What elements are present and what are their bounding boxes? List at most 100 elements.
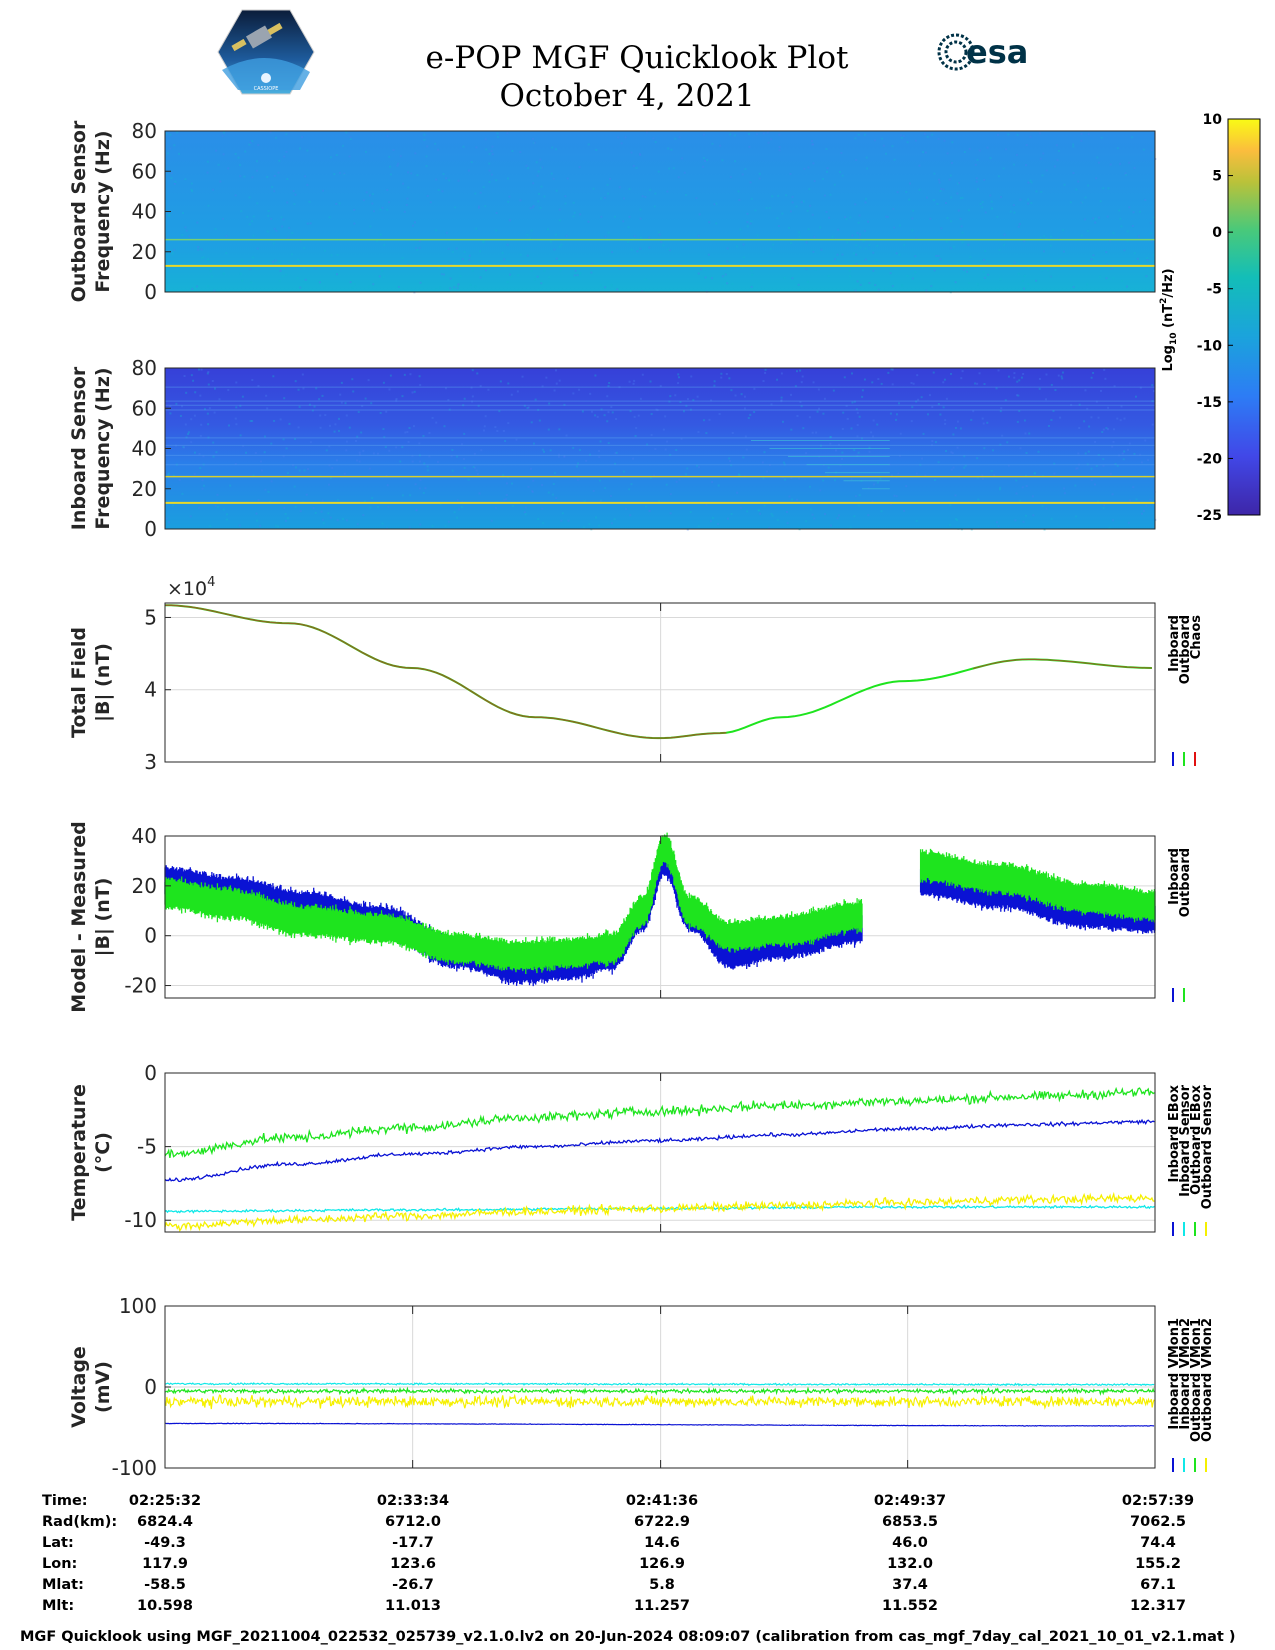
model-measured: 40 20 0 -20 Model - Measured |B| (nT) InboardO… xyxy=(68,821,1193,1012)
orbit-cell: 02:49:37 xyxy=(874,1493,946,1509)
legend-entry: Outboard EBox xyxy=(1189,1084,1204,1194)
total-field: 5 4 3 Total Field |B| (nT) ×104 InboardOutboar… xyxy=(68,575,1204,774)
spectrogram-image xyxy=(165,368,1155,529)
colorbar-gradient xyxy=(1227,118,1261,516)
ytick-label: 80 xyxy=(132,356,157,380)
ytick-label: 0 xyxy=(144,1375,157,1399)
cassiope-logo: CASSIOPE xyxy=(217,9,315,95)
colorbar-tick-label: 10 xyxy=(1203,112,1223,128)
legend-entry: Chaos xyxy=(1189,615,1204,659)
outboard-spectrogram: 80 60 40 20 0 Outboard Sensor Frequency (Hz) xyxy=(68,119,1157,304)
orbit-row-label: Rad(km): xyxy=(42,1514,117,1530)
orbit-cell: 6824.4 xyxy=(137,1514,193,1530)
svg-text:esa: esa xyxy=(966,33,1028,71)
legend-entry: Outboard VMon1 xyxy=(1189,1318,1204,1442)
colorbar-tick-label: -25 xyxy=(1197,508,1222,524)
colorbar-tick-label: -5 xyxy=(1206,282,1222,298)
spectrogram-texture xyxy=(165,131,1157,294)
colorbar-tick-label: -10 xyxy=(1197,338,1223,354)
orbit-cell: 12.317 xyxy=(1130,1598,1186,1614)
orbit-cell: 74.4 xyxy=(1140,1535,1176,1551)
orbit-cell: 5.8 xyxy=(649,1577,675,1593)
series-line xyxy=(164,1382,1155,1387)
axes-box xyxy=(164,602,1156,763)
orbit-cell: 11.552 xyxy=(882,1598,938,1614)
orbit-row-label: Lat: xyxy=(42,1535,74,1551)
orbit-cell: 14.6 xyxy=(644,1535,680,1551)
orbit-cell: 46.0 xyxy=(892,1535,928,1551)
plot-date: October 4, 2021 xyxy=(499,78,754,114)
orbit-cell: 6712.0 xyxy=(385,1514,441,1530)
orbit-cell: 117.9 xyxy=(142,1556,188,1572)
ytick-label: 40 xyxy=(132,824,157,848)
ylabel: Total Field |B| (nT) xyxy=(68,627,114,738)
legend-entry: Inboard Sensor xyxy=(1178,1084,1193,1196)
voltage: 100 0 -100 Voltage (mV) Inboard VMon1Inboard … xyxy=(68,1294,1215,1480)
ylabel: Outboard Sensor Frequency (Hz) xyxy=(68,120,114,302)
ytick-label: 80 xyxy=(132,119,157,143)
colorbar-tick-label: -20 xyxy=(1197,451,1223,467)
orbit-cell: 10.598 xyxy=(137,1598,193,1614)
ytick-label: 0 xyxy=(144,517,157,541)
axes-box xyxy=(164,835,1156,999)
ytick-label: -100 xyxy=(112,1456,157,1480)
legend-entry: Inboard xyxy=(1167,848,1182,905)
ytick-label: 0 xyxy=(144,280,157,304)
orbit-cell: 02:33:34 xyxy=(377,1493,449,1509)
series-line xyxy=(165,1422,1155,1427)
orbit-row-label: Time: xyxy=(42,1493,88,1509)
ylabel: Inboard Sensor Frequency (Hz) xyxy=(68,366,114,530)
ylabel: Temperature (°C) xyxy=(68,1084,114,1221)
orbit-cell: 123.6 xyxy=(390,1556,436,1572)
ytick-label: 5 xyxy=(144,605,157,629)
colorbar-tick-label: 5 xyxy=(1212,169,1222,185)
ytick-label: -5 xyxy=(137,1135,157,1159)
colorbar-tick-label: 0 xyxy=(1212,225,1222,241)
ytick-label: -10 xyxy=(124,1208,157,1232)
svg-text:CASSIOPE: CASSIOPE xyxy=(254,86,279,92)
ytick-label: 100 xyxy=(119,1294,157,1318)
ytick-label: 20 xyxy=(132,240,157,264)
orbit-row-label: Mlt: xyxy=(42,1598,74,1614)
colorbar: 10 5 0 -5 -10 -15 -20 -25 Log10 (nT2/Hz) xyxy=(1159,112,1261,524)
spectrogram-image xyxy=(165,131,1155,292)
axis-multiplier: ×104 xyxy=(167,575,215,600)
temperature: 0 -5 -10 Temperature (°C) Inboard EBoxInboard… xyxy=(68,1061,1215,1236)
ytick-label: 60 xyxy=(132,159,157,183)
legend-entry: Outboard xyxy=(1178,615,1193,684)
orbit-cell: 155.2 xyxy=(1135,1556,1181,1572)
esa-logo: esa xyxy=(937,33,1028,71)
series-line xyxy=(164,1393,1155,1410)
series-line xyxy=(165,1386,1155,1396)
orbit-cell: 6853.5 xyxy=(882,1514,938,1530)
series-line-outboard xyxy=(164,604,1152,740)
plot-title: e-POP MGF Quicklook Plot xyxy=(426,40,849,76)
orbit-cell: 6722.9 xyxy=(634,1514,690,1530)
legend-entry: Outboard xyxy=(1178,848,1193,917)
orbit-cell: -26.7 xyxy=(392,1577,434,1593)
orbit-cell: 37.4 xyxy=(892,1577,928,1593)
ytick-label: 4 xyxy=(144,678,157,702)
series-band xyxy=(919,848,1156,923)
orbit-row-label: Mlat: xyxy=(42,1577,84,1593)
colorbar-tick-label: -15 xyxy=(1197,395,1222,411)
orbit-cell: 11.013 xyxy=(385,1598,441,1614)
orbit-cell: 126.9 xyxy=(639,1556,685,1572)
orbit-cell: 02:25:32 xyxy=(129,1493,201,1509)
orbit-cell: 7062.5 xyxy=(1130,1514,1186,1530)
legend-entry: Inboard VMon1 xyxy=(1167,1318,1182,1430)
footer-caption: MGF Quicklook using MGF_20211004_022532_… xyxy=(20,1629,1236,1645)
ytick-label: 3 xyxy=(144,750,157,774)
ytick-label: 60 xyxy=(132,396,157,420)
ylabel: Model - Measured |B| (nT) xyxy=(68,821,114,1012)
orbit-cell: -49.3 xyxy=(144,1535,186,1551)
ytick-label: 0 xyxy=(144,924,157,948)
legend-entry: Outboard Sensor xyxy=(1200,1084,1215,1209)
series-outboard xyxy=(164,832,1156,974)
series-line xyxy=(164,1191,1155,1232)
series-line xyxy=(164,1118,1155,1183)
legend-entry: Inboard EBox xyxy=(1167,1084,1182,1182)
ytick-label: 40 xyxy=(132,437,157,461)
axes-box xyxy=(164,1072,1156,1233)
